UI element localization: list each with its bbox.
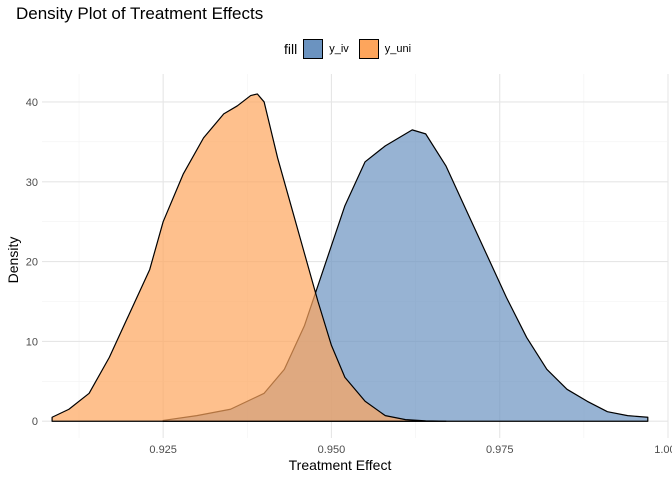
x-tick-label: 0.950 [318,444,346,456]
legend-title: fill [284,41,298,57]
x-tick-label: 0.925 [149,444,177,456]
legend-key-y-uni [358,39,379,59]
y-tick-label: 20 [26,257,38,269]
series-layer [51,93,649,422]
axis-ticks: 0.925 0.950 0.975 1.000 0 10 20 30 40 [26,97,672,456]
y-tick-label: 0 [32,416,38,428]
legend-label-y-iv: y_iv [329,43,349,55]
y-tick-label: 30 [26,177,38,189]
legend-label-y-uni: y_uni [384,43,412,55]
x-tick-label: 1.000 [654,444,672,456]
chart-title: Density Plot of Treatment Effects [16,4,264,23]
density-area-y-uni [51,93,447,422]
y-axis-title: Density [5,237,21,284]
x-axis-title: Treatment Effect [289,457,392,473]
y-tick-label: 10 [26,336,38,348]
y-tick-label: 40 [26,97,38,109]
legend-key-y-iv [303,39,324,59]
legend: fill y_iv y_uni [284,36,421,62]
x-tick-label: 0.975 [486,444,514,456]
